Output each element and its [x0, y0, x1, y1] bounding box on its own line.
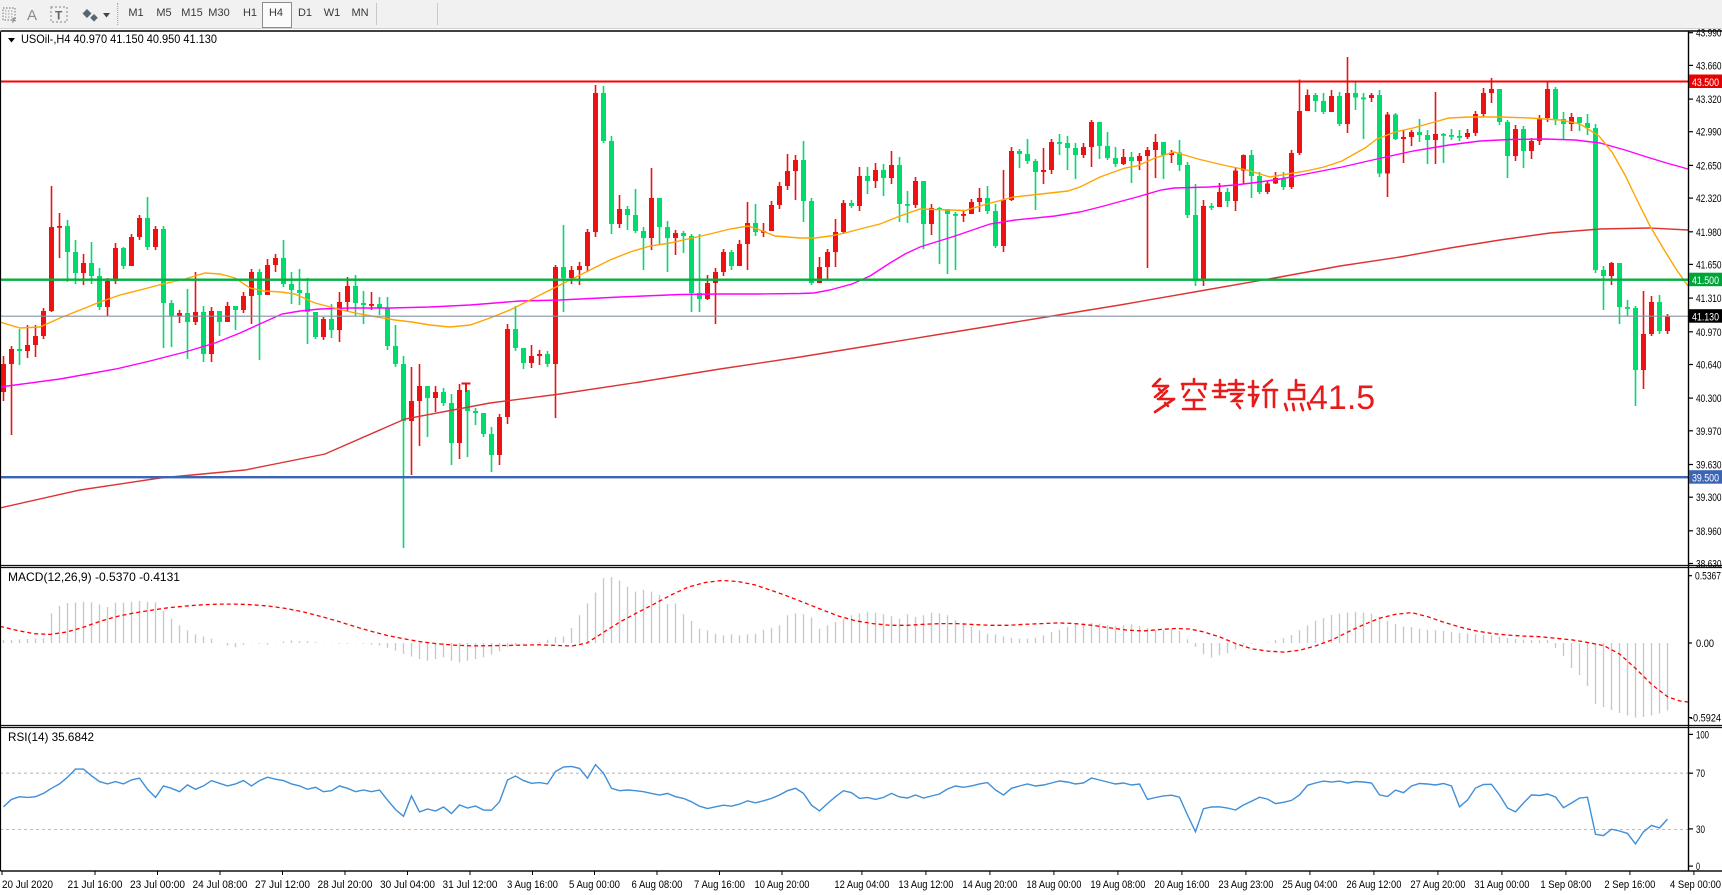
- svg-text:39.500: 39.500: [1692, 473, 1719, 485]
- svg-text:40.300: 40.300: [1696, 393, 1722, 405]
- svg-text:2 Sep 16:00: 2 Sep 16:00: [1604, 879, 1655, 891]
- svg-text:38.630: 38.630: [1696, 559, 1722, 571]
- svg-text:43.990: 43.990: [1696, 28, 1722, 40]
- svg-text:18 Aug 00:00: 18 Aug 00:00: [1026, 879, 1081, 891]
- svg-text:MACD(12,26,9) -0.5370 -0.4131: MACD(12,26,9) -0.5370 -0.4131: [8, 570, 180, 584]
- svg-text:27 Aug 20:00: 27 Aug 20:00: [1410, 879, 1465, 891]
- svg-text:42.990: 42.990: [1696, 127, 1722, 139]
- svg-text:5 Aug 00:00: 5 Aug 00:00: [569, 879, 620, 891]
- svg-text:24 Jul 08:00: 24 Jul 08:00: [193, 879, 248, 891]
- svg-text:41.500: 41.500: [1692, 275, 1719, 287]
- svg-text:USOil-,H4 40.970 41.150 40.95: USOil-,H4 40.970 41.150 40.950 41.130: [21, 32, 217, 46]
- svg-text:43.500: 43.500: [1692, 77, 1719, 89]
- svg-text:RSI(14) 35.6842: RSI(14) 35.6842: [8, 730, 94, 744]
- svg-text:23 Aug 23:00: 23 Aug 23:00: [1218, 879, 1273, 891]
- svg-text:41.310: 41.310: [1696, 293, 1722, 305]
- svg-text:39.300: 39.300: [1696, 492, 1722, 504]
- svg-text:25 Aug 04:00: 25 Aug 04:00: [1282, 879, 1337, 891]
- svg-text:26 Aug 12:00: 26 Aug 12:00: [1346, 879, 1401, 891]
- svg-text:41.980: 41.980: [1696, 227, 1722, 239]
- svg-text:0.5367: 0.5367: [1695, 571, 1721, 583]
- svg-text:31 Aug 00:00: 31 Aug 00:00: [1474, 879, 1529, 891]
- svg-text:T: T: [55, 9, 63, 23]
- svg-text:30 Jul 04:00: 30 Jul 04:00: [380, 879, 435, 891]
- svg-text:20 Aug 16:00: 20 Aug 16:00: [1154, 879, 1209, 891]
- svg-text:41.130: 41.130: [1692, 312, 1719, 324]
- svg-text:19 Aug 08:00: 19 Aug 08:00: [1090, 879, 1145, 891]
- svg-text:7 Aug 16:00: 7 Aug 16:00: [694, 879, 745, 891]
- svg-text:-0.5924: -0.5924: [1690, 713, 1721, 725]
- svg-text:20 Jul 2020: 20 Jul 2020: [2, 879, 53, 891]
- svg-text:39.970: 39.970: [1696, 426, 1722, 438]
- svg-text:4 Sep 00:00: 4 Sep 00:00: [1670, 879, 1721, 891]
- svg-text:42.650: 42.650: [1696, 160, 1722, 172]
- svg-text:43.660: 43.660: [1696, 60, 1722, 72]
- svg-text:41.5: 41.5: [1309, 379, 1375, 417]
- svg-text:1 Sep 08:00: 1 Sep 08:00: [1540, 879, 1591, 891]
- svg-text:42.320: 42.320: [1696, 193, 1722, 205]
- svg-text:38.960: 38.960: [1696, 526, 1722, 538]
- svg-text:A: A: [27, 7, 37, 24]
- svg-text:39.630: 39.630: [1696, 460, 1722, 472]
- svg-text:10 Aug 20:00: 10 Aug 20:00: [755, 879, 810, 891]
- svg-text:43.320: 43.320: [1696, 94, 1722, 106]
- svg-text:13 Aug 12:00: 13 Aug 12:00: [898, 879, 953, 891]
- svg-text:30: 30: [1696, 824, 1705, 836]
- svg-text:27 Jul 12:00: 27 Jul 12:00: [255, 879, 310, 891]
- svg-text:40.640: 40.640: [1696, 360, 1722, 372]
- svg-text:12 Aug 04:00: 12 Aug 04:00: [834, 879, 889, 891]
- svg-text:0: 0: [1696, 861, 1700, 873]
- svg-text:6 Aug 08:00: 6 Aug 08:00: [632, 879, 683, 891]
- svg-text:41.650: 41.650: [1696, 259, 1722, 271]
- svg-text:F: F: [12, 18, 16, 25]
- svg-text:70: 70: [1696, 768, 1705, 780]
- svg-text:3 Aug 16:00: 3 Aug 16:00: [507, 879, 558, 891]
- svg-text:23 Jul 00:00: 23 Jul 00:00: [130, 879, 185, 891]
- svg-text:21 Jul 16:00: 21 Jul 16:00: [68, 879, 123, 891]
- svg-text:31 Jul 12:00: 31 Jul 12:00: [443, 879, 498, 891]
- svg-text:100: 100: [1696, 729, 1709, 741]
- svg-text:14 Aug 20:00: 14 Aug 20:00: [962, 879, 1017, 891]
- svg-text:0.00: 0.00: [1696, 638, 1714, 650]
- svg-text:40.970: 40.970: [1696, 327, 1722, 339]
- svg-text:28 Jul 20:00: 28 Jul 20:00: [318, 879, 373, 891]
